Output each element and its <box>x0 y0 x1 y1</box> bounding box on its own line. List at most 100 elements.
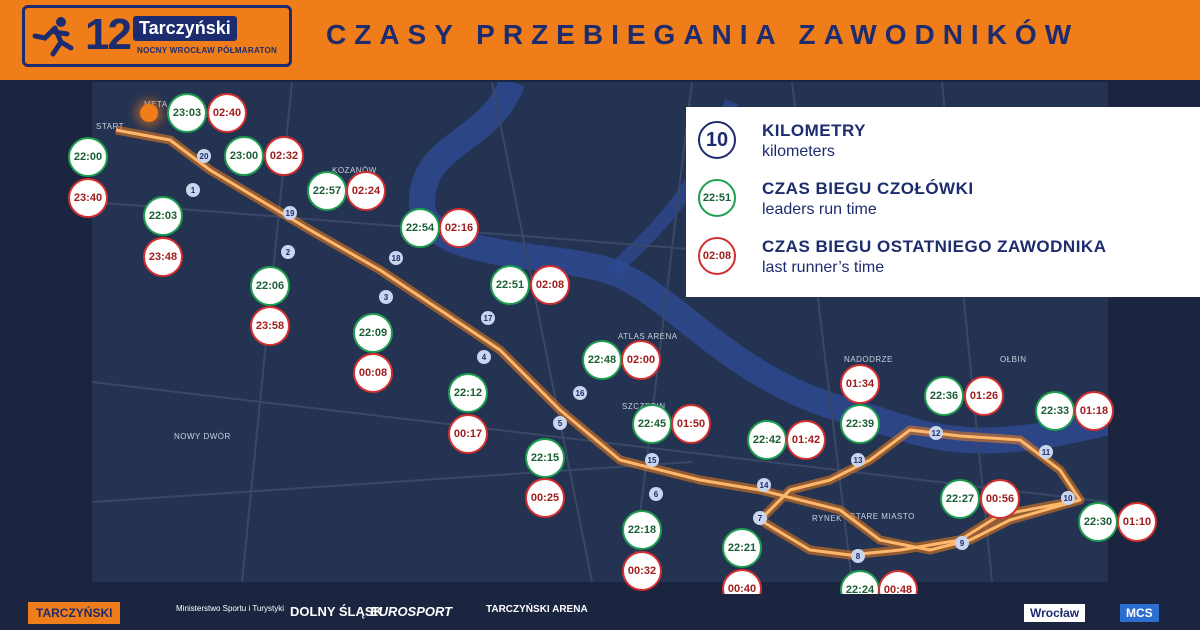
finish-flag-icon <box>140 104 158 122</box>
leader-time-badge: 23:03 <box>167 93 207 133</box>
last-runner-time-badge: 02:40 <box>207 93 247 133</box>
leader-time-badge: 22:57 <box>307 171 347 211</box>
km-marker: 12 <box>929 426 943 440</box>
last-runner-time-badge: 01:10 <box>1117 502 1157 542</box>
legend-km-title: KILOMETRY <box>762 121 866 140</box>
leader-time-badge: 22:36 <box>924 376 964 416</box>
km-marker: 3 <box>379 290 393 304</box>
km-marker: 6 <box>649 487 663 501</box>
sponsor-tarczynski: TARCZYŃSKI <box>28 602 121 624</box>
leader-time-badge: 22:09 <box>353 313 393 353</box>
legend-leader-subtitle: leaders run time <box>762 201 877 218</box>
legend-leader: 22:51 CZAS BIEGU CZOŁÓWKI leaders run ti… <box>698 171 1188 225</box>
leader-time-badge: 22:21 <box>722 528 762 568</box>
sponsor-footer: TARCZYŃSKI Ministerstwo Sportu i Turysty… <box>0 594 1200 630</box>
map-label-rynek: RYNEK <box>812 514 842 523</box>
legend-kilometers: 10 KILOMETRY kilometers <box>698 113 1188 167</box>
last-runner-time-badge: 00:17 <box>448 414 488 454</box>
legend-leader-badge: 22:51 <box>698 179 736 217</box>
logo-number: 12 <box>85 10 132 59</box>
last-runner-time-badge: 01:42 <box>786 420 826 460</box>
sponsor-wroclaw: Wrocław <box>1024 604 1086 622</box>
km-marker: 10 <box>1061 491 1075 505</box>
last-runner-time-badge: 02:00 <box>621 340 661 380</box>
km-marker: 1 <box>186 183 200 197</box>
km-marker: 14 <box>757 478 771 492</box>
legend-leader-title: CZAS BIEGU CZOŁÓWKI <box>762 179 974 198</box>
last-runner-time-badge: 00:32 <box>622 551 662 591</box>
last-runner-time-badge: 01:26 <box>964 376 1004 416</box>
last-runner-time-badge: 02:08 <box>530 265 570 305</box>
sponsor-arena: TARCZYŃSKI ARENA <box>486 604 588 615</box>
logo-subtitle: NOCNY WROCŁAW PÓŁMARATON <box>137 46 278 55</box>
last-runner-time-badge: 01:18 <box>1074 391 1114 431</box>
leader-time-badge: 22:27 <box>940 479 980 519</box>
leader-time-badge: 22:54 <box>400 208 440 248</box>
km-marker: 19 <box>283 206 297 220</box>
last-runner-time-badge: 02:24 <box>346 171 386 211</box>
sponsor-ministry: Ministerstwo Sportu i Turystyki <box>176 604 285 613</box>
legend-last-badge: 02:08 <box>698 237 736 275</box>
leader-time-badge: 22:00 <box>68 137 108 177</box>
legend-panel: 10 KILOMETRY kilometers 22:51 CZAS BIEGU… <box>686 107 1200 297</box>
last-runner-time-badge: 23:40 <box>68 178 108 218</box>
sponsor-eurosport: EUROSPORT <box>370 604 453 619</box>
sponsor-dolny-slask: DOLNY ŚLĄSK <box>290 604 383 619</box>
map-label-arena: ATLAS ARENA <box>618 332 678 341</box>
last-runner-time-badge: 23:48 <box>143 237 183 277</box>
km-marker: 9 <box>955 536 969 550</box>
leader-time-badge: 22:33 <box>1035 391 1075 431</box>
last-runner-time-badge: 01:34 <box>840 364 880 404</box>
map-label-kozanow: KOZANÓW <box>332 166 377 175</box>
legend-last: 02:08 CZAS BIEGU OSTATNIEGO ZAWODNIKA la… <box>698 229 1188 283</box>
km-marker: 4 <box>477 350 491 364</box>
km-marker: 2 <box>281 245 295 259</box>
last-runner-time-badge: 00:08 <box>353 353 393 393</box>
map-label-nadodrze: NADODRZE <box>844 355 893 364</box>
km-marker: 18 <box>389 251 403 265</box>
route-line <box>115 128 1082 557</box>
leader-time-badge: 22:12 <box>448 373 488 413</box>
map-label-nowy-dwor: NOWY DWÓR <box>174 432 231 441</box>
sponsor-mcs: MCS <box>1120 604 1159 622</box>
km-marker: 16 <box>573 386 587 400</box>
last-runner-time-badge: 02:16 <box>439 208 479 248</box>
leader-time-badge: 22:45 <box>632 404 672 444</box>
legend-last-title: CZAS BIEGU OSTATNIEGO ZAWODNIKA <box>762 237 1107 256</box>
leader-time-badge: 22:03 <box>143 196 183 236</box>
leader-time-badge: 22:06 <box>250 266 290 306</box>
km-marker: 11 <box>1039 445 1053 459</box>
leader-time-badge: 22:18 <box>622 510 662 550</box>
km-marker: 20 <box>197 149 211 163</box>
leader-time-badge: 22:42 <box>747 420 787 460</box>
last-runner-time-badge: 01:50 <box>671 404 711 444</box>
last-runner-time-badge: 02:32 <box>264 136 304 176</box>
map-label-meta: META <box>144 100 168 109</box>
page-title: CZASY PRZEBIEGANIA ZAWODNIKÓW <box>326 19 1080 50</box>
last-runner-time-badge: 00:25 <box>525 478 565 518</box>
map-label-olbin: OŁBIN <box>1000 355 1027 364</box>
legend-last-subtitle: last runner’s time <box>762 259 885 276</box>
km-marker: 17 <box>481 311 495 325</box>
leader-time-badge: 22:30 <box>1078 502 1118 542</box>
leader-time-badge: 23:00 <box>224 136 264 176</box>
legend-km-badge: 10 <box>698 121 736 159</box>
map-label-start: START <box>96 122 124 131</box>
km-marker: 7 <box>753 511 767 525</box>
logo-brand: Tarczyński <box>133 16 237 41</box>
runner-icon <box>32 17 74 57</box>
event-logo: 12 Tarczyński NOCNY WROCŁAW PÓŁMARATON <box>22 5 292 67</box>
leader-time-badge: 22:48 <box>582 340 622 380</box>
leader-time-badge: 22:51 <box>490 265 530 305</box>
km-marker: 15 <box>645 453 659 467</box>
km-marker: 13 <box>851 453 865 467</box>
header-bar: 12 Tarczyński NOCNY WROCŁAW PÓŁMARATON C… <box>0 0 1200 80</box>
map-label-stare-miasto: STARE MIASTO <box>850 512 915 521</box>
km-marker: 8 <box>851 549 865 563</box>
last-runner-time-badge: 23:58 <box>250 306 290 346</box>
legend-km-subtitle: kilometers <box>762 143 835 160</box>
km-marker: 5 <box>553 416 567 430</box>
leader-time-badge: 22:15 <box>525 438 565 478</box>
last-runner-time-badge: 00:56 <box>980 479 1020 519</box>
